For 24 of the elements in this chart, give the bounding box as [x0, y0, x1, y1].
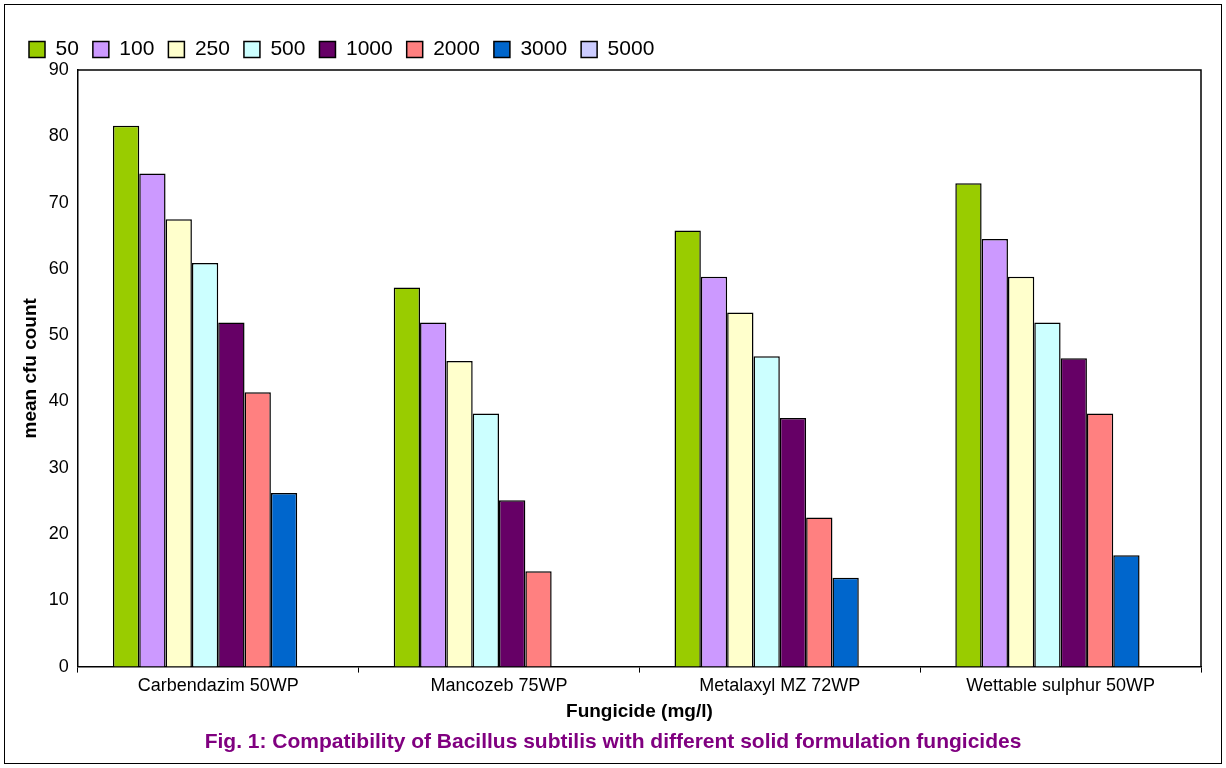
legend-label: 1000: [345, 36, 393, 60]
x-tick-label: Carbendazim 50WP: [137, 675, 299, 696]
y-tick-label: 90: [48, 58, 69, 79]
y-tick-label: 70: [48, 191, 69, 212]
y-tick-label: 60: [48, 257, 69, 278]
y-tick-label: 50: [48, 324, 69, 345]
y-tick-label: 80: [48, 125, 69, 146]
legend-label: 3000: [520, 36, 568, 60]
x-tick-label: Wettable sulphur 50WP: [966, 675, 1155, 696]
y-tick-label: 40: [48, 390, 69, 411]
legend-label: 500: [270, 36, 306, 60]
x-axis-title: Fungicide (mg/l): [566, 699, 713, 721]
x-tick-label: Mancozeb 75WP: [430, 675, 568, 696]
y-tick-label: 10: [48, 589, 69, 610]
legend-label: 5000: [607, 36, 655, 60]
text: Fig. 1: Compatibility of Bacillus subtilis with different solid formulation fungicides: [203, 729, 1023, 753]
y-axis-title: mean cfu count: [18, 297, 40, 439]
legend-label: 2000: [433, 36, 480, 60]
legend-label: 100: [119, 36, 155, 60]
y-tick-label: 30: [48, 456, 69, 477]
y-tick-label: 20: [48, 522, 69, 543]
y-tick-label: 0: [58, 655, 69, 676]
x-tick-label: Metalaxyl MZ 72WP: [699, 675, 861, 696]
legend-label: 250: [194, 36, 230, 60]
